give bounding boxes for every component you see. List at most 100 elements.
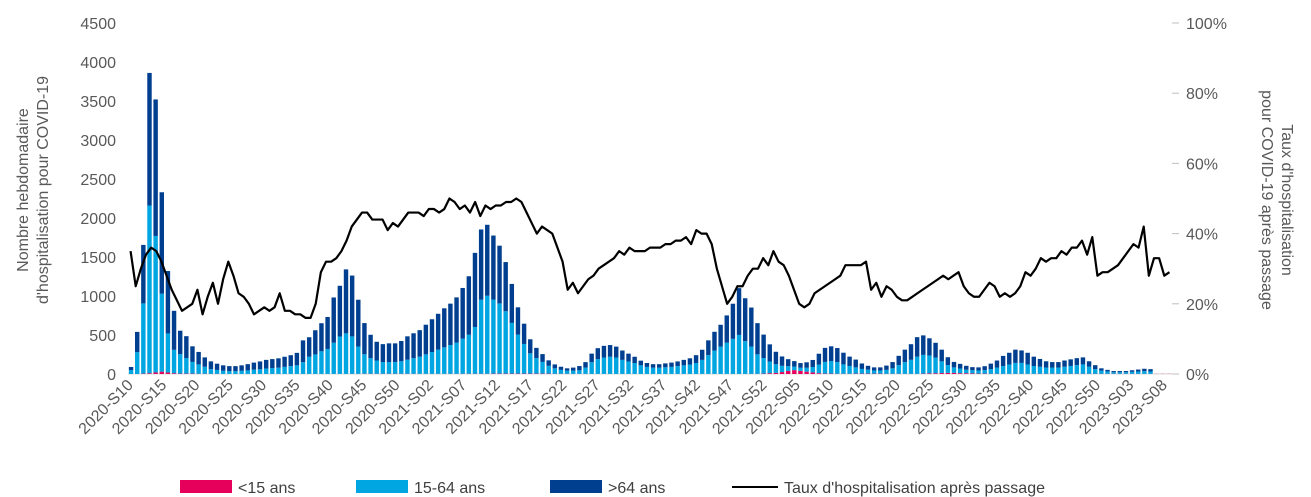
bar-segment-15-64 <box>227 371 232 374</box>
bar-segment-over-64 <box>865 365 871 370</box>
bar-segment-under-15 <box>927 373 932 374</box>
bar-segment-15-64 <box>657 367 662 374</box>
bar-segment-under-15 <box>945 372 951 374</box>
bar-segment-15-64 <box>1129 371 1135 374</box>
bar-segment-over-64 <box>392 343 398 363</box>
bar-segment-15-64 <box>970 370 975 374</box>
bar-segment-over-64 <box>785 359 791 367</box>
bar-segment-15-64 <box>343 333 349 374</box>
bar-segment-over-64 <box>1037 358 1043 367</box>
bar-segment-15-64 <box>552 368 558 374</box>
bar-segment-15-64 <box>681 365 686 374</box>
bar-segment-over-64 <box>270 359 275 369</box>
bar-segment-over-64 <box>890 362 895 369</box>
bar-segment-under-15 <box>171 373 177 374</box>
bar-segment-over-64 <box>386 343 392 363</box>
bar-segment-over-64 <box>1093 365 1098 370</box>
bar-segment-over-64 <box>552 364 558 369</box>
bar-segment-over-64 <box>1025 352 1030 365</box>
bar-segment-over-64 <box>595 348 601 360</box>
legend-label-under-15: <15 ans <box>238 480 295 497</box>
bar-segment-15-64 <box>233 371 238 374</box>
bar-segment-over-64 <box>712 331 717 351</box>
bar-segment-under-15 <box>147 373 152 374</box>
bar-segment-over-64 <box>1123 371 1129 373</box>
bar-segment-15-64 <box>755 354 760 374</box>
bar-segment-15-64 <box>1086 366 1092 374</box>
bar-segment-15-64 <box>933 357 938 374</box>
y-right-tick-label: 60% <box>1186 156 1218 173</box>
bar-segment-15-64 <box>712 350 717 374</box>
bar-segment-15-64 <box>1136 371 1141 374</box>
bar-segment-over-64 <box>970 367 975 371</box>
bar-segment-15-64 <box>884 369 889 374</box>
bar-segment-over-64 <box>171 310 177 350</box>
bar-segment-over-64 <box>558 366 564 370</box>
bar-segment-15-64 <box>214 369 220 374</box>
bar-segment-15-64 <box>466 334 472 374</box>
bar-segment-under-15 <box>816 373 822 374</box>
bar-segment-over-64 <box>245 364 250 371</box>
y-left-tick-label: 0 <box>107 367 116 384</box>
bar-segment-over-64 <box>841 352 846 365</box>
bar-segment-15-64 <box>380 362 386 374</box>
bar-segment-over-64 <box>1031 356 1037 367</box>
bar-segment-15-64 <box>718 346 723 374</box>
bar-segment-over-64 <box>503 262 508 312</box>
y-left-tick-label: 1000 <box>80 289 116 306</box>
bar-segment-15-64 <box>1019 362 1024 374</box>
bar-segment-over-64 <box>128 366 134 371</box>
legend-swatch-under-15 <box>180 480 232 493</box>
y-right-axis: 0% 20% 40% 60% 80% 100% <box>1172 16 1227 384</box>
bar-segment-15-64 <box>515 334 521 374</box>
bar-segment-15-64 <box>767 361 772 374</box>
bar-segment-15-64 <box>1050 367 1055 374</box>
bar-segment-15-64 <box>491 299 496 374</box>
bar-segment-over-64 <box>460 287 465 339</box>
bar-segment-15-64 <box>644 366 650 374</box>
bar-segment-15-64 <box>1056 367 1061 374</box>
bar-segment-15-64 <box>1013 362 1018 374</box>
bar-segment-over-64 <box>657 364 662 368</box>
y-right-tick-label: 20% <box>1186 297 1218 314</box>
bar-segment-over-64 <box>306 337 312 357</box>
bar-segment-over-64 <box>736 288 742 335</box>
bar-segment-over-64 <box>908 344 914 360</box>
bar-segment-over-64 <box>1074 358 1080 366</box>
bar-segment-over-64 <box>620 350 625 360</box>
bar-segment-over-64 <box>792 361 797 367</box>
bar-segment-over-64 <box>687 358 693 365</box>
bar-segment-under-15 <box>767 373 772 374</box>
bar-segment-over-64 <box>693 355 699 363</box>
bar-segment-15-64 <box>736 334 742 374</box>
bar-segment-under-15 <box>939 373 944 374</box>
bar-segment-15-64 <box>1062 366 1067 374</box>
bar-segment-over-64 <box>141 244 146 304</box>
bar-segment-15-64 <box>589 362 594 374</box>
bar-segment-over-64 <box>779 356 785 366</box>
bar-segment-15-64 <box>730 338 736 374</box>
bar-segment-15-64 <box>171 349 177 374</box>
bar-segment-15-64 <box>847 365 852 374</box>
bar-segment-15-64 <box>528 353 533 374</box>
bar-segment-over-64 <box>540 354 545 362</box>
bar-segment-over-64 <box>773 351 779 365</box>
bar-segment-over-64 <box>239 365 244 371</box>
bar-segment-15-64 <box>822 361 828 374</box>
bar-segment-over-64 <box>632 356 637 363</box>
bar-segment-15-64 <box>1123 372 1129 374</box>
rate-line <box>129 197 1171 319</box>
bar-segment-over-64 <box>767 344 772 362</box>
bar-segment-over-64 <box>521 323 527 344</box>
bar-segment-15-64 <box>896 365 901 374</box>
bar-segment-15-64 <box>184 358 189 374</box>
bar-segment-15-64 <box>650 367 656 374</box>
bar-segment-15-64 <box>663 367 668 374</box>
bar-segment-15-64 <box>521 343 527 374</box>
bar-segment-15-64 <box>699 359 705 374</box>
bar-segment-15-64 <box>356 346 361 374</box>
bar-segment-15-64 <box>251 369 257 374</box>
bar-segment-15-64 <box>908 359 914 374</box>
y-left-axis: 0 500 1000 1500 2000 2500 3000 3500 4000 4500 <box>80 16 116 384</box>
bar-segment-15-64 <box>706 355 711 374</box>
